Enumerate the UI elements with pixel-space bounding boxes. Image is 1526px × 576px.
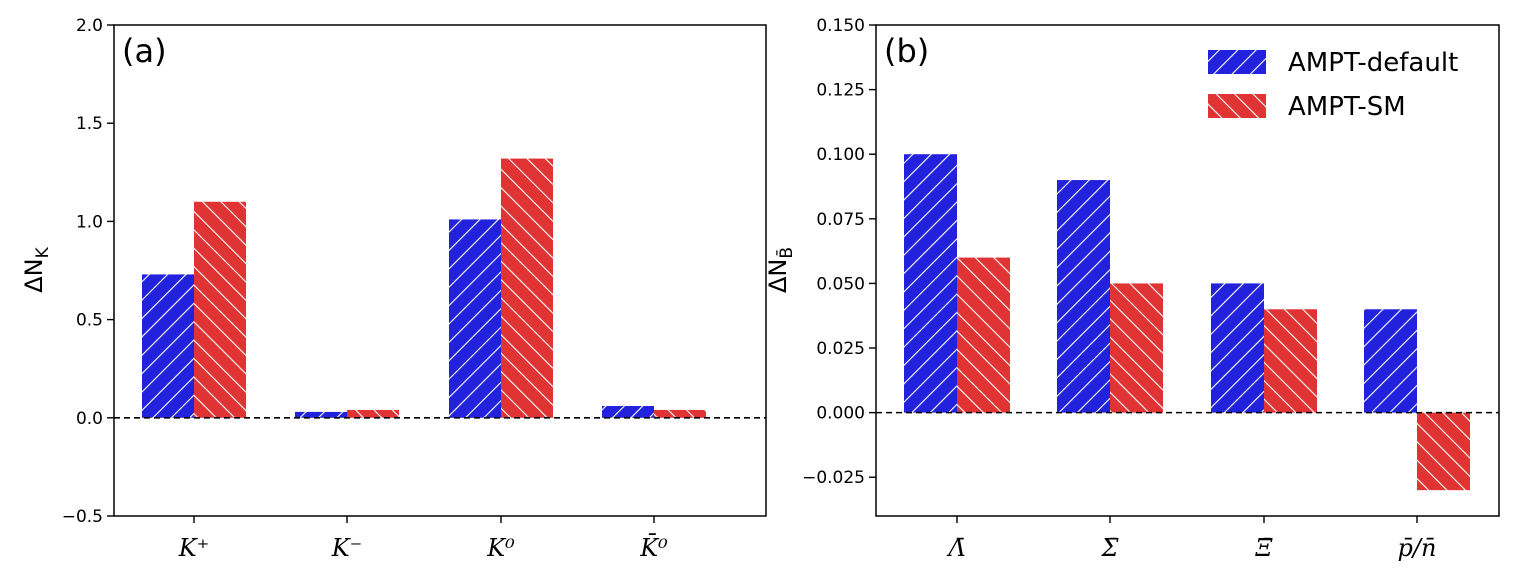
y-tick-label: 2.0 — [76, 16, 103, 36]
panel-b-x-axis: Λ̄ Σ̄ Ξ̄ p̄/n̄ — [946, 516, 1436, 562]
x-tick-label: K⁺ — [178, 534, 210, 562]
panel-a: −0.5 0.0 0.5 1.0 1.5 2.0 K⁺ K⁻ K⁰ K̄⁰ (a) ΔNK — [20, 16, 767, 562]
x-tick-label: p̄/n̄ — [1398, 534, 1437, 562]
bar-sm-4 — [654, 409, 706, 418]
panel-b-label: (b) — [884, 32, 929, 70]
y-tick-label: 0.025 — [816, 339, 865, 359]
x-tick-label: Λ̄ — [946, 534, 965, 562]
bar-default-1 — [904, 154, 957, 413]
x-tick-label: K⁰ — [486, 534, 515, 562]
x-tick-label: K̄⁰ — [639, 534, 668, 562]
y-tick-label: 0.150 — [816, 16, 865, 36]
panel-a-bars — [142, 158, 706, 418]
panel-a-x-axis: K⁺ K⁻ K⁰ K̄⁰ — [178, 516, 668, 562]
legend-label-sm: AMPT-SM — [1288, 92, 1406, 122]
panel-b-bars — [904, 154, 1470, 491]
legend-swatch-default — [1208, 50, 1266, 74]
y-tick-label: 1.0 — [76, 212, 103, 232]
legend: AMPT-default AMPT-SM — [1208, 48, 1458, 122]
bar-sm-3 — [501, 158, 553, 418]
legend-swatch-sm — [1208, 94, 1266, 118]
bar-sm-4 — [1417, 412, 1470, 491]
panel-a-axes-frame — [113, 24, 767, 517]
bar-default-1 — [142, 274, 194, 418]
bar-default-3 — [1211, 283, 1264, 413]
x-tick-label: Ξ̄ — [1255, 534, 1274, 562]
y-tick-label: 0.100 — [816, 145, 865, 165]
bar-default-3 — [449, 219, 501, 418]
panel-b-y-axis: −0.025 0.000 0.025 0.050 0.075 0.100 0.125 0.15… — [802, 16, 876, 488]
panel-b-y-axis-label: ΔNB̄ — [764, 247, 797, 293]
bar-default-2 — [1057, 180, 1110, 413]
y-tick-label: 0.125 — [816, 81, 865, 101]
y-tick-label: 0.5 — [76, 311, 103, 331]
bar-default-2 — [295, 411, 347, 418]
panel-b: −0.025 0.000 0.025 0.050 0.075 0.100 0.125 0.15… — [764, 16, 1500, 562]
panel-a-y-axis: −0.5 0.0 0.5 1.0 1.5 2.0 — [62, 16, 114, 527]
x-tick-label: Σ̄ — [1101, 534, 1120, 562]
bar-default-4 — [602, 406, 654, 418]
y-tick-label: −0.025 — [802, 468, 865, 488]
y-tick-label: 0.075 — [816, 210, 865, 230]
y-tick-label: 0.0 — [76, 409, 103, 429]
panel-a-label: (a) — [122, 32, 167, 70]
bar-sm-3 — [1264, 309, 1317, 413]
bar-sm-2 — [347, 409, 399, 418]
y-tick-label: 1.5 — [76, 114, 103, 134]
y-tick-label: 0.050 — [816, 274, 865, 294]
bar-sm-1 — [957, 257, 1010, 413]
bar-default-4 — [1364, 309, 1417, 413]
panel-a-y-axis-label: ΔNK — [20, 246, 53, 292]
bar-sm-1 — [194, 201, 246, 418]
bar-sm-2 — [1110, 283, 1163, 413]
legend-label-default: AMPT-default — [1288, 48, 1458, 78]
panel-b-axes-frame — [875, 24, 1500, 517]
y-tick-label: 0.000 — [816, 404, 865, 424]
y-tick-label: −0.5 — [62, 507, 103, 527]
x-tick-label: K⁻ — [331, 534, 363, 562]
